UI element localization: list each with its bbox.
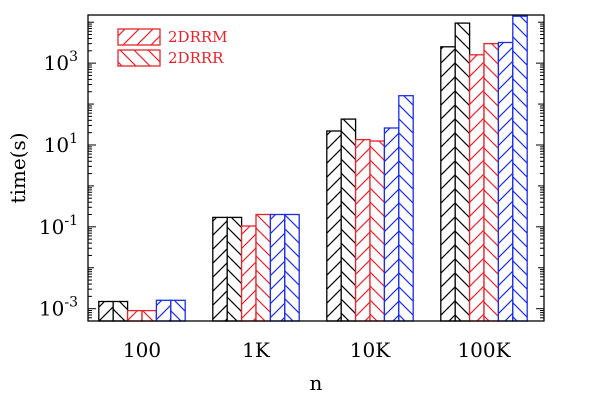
bar <box>497 41 514 322</box>
bar <box>240 225 257 322</box>
bar <box>226 216 243 322</box>
x-axis-label: n <box>310 371 323 395</box>
x-axis: 100 1K 10K 100K <box>123 338 512 362</box>
bar <box>212 216 228 322</box>
y-tick-label: 10-3 <box>39 295 78 321</box>
x-tick-label: 1K <box>242 338 271 362</box>
legend-label: 2DRRM <box>168 28 228 46</box>
bar <box>468 54 485 322</box>
bar <box>369 140 386 322</box>
bar <box>284 213 300 322</box>
bar <box>112 300 129 322</box>
bar <box>326 130 342 322</box>
x-tick-label: 100K <box>457 338 511 362</box>
legend: 2DRRM 2DRRR <box>117 28 228 67</box>
bar <box>126 309 143 322</box>
bar <box>155 299 172 322</box>
bar <box>141 309 158 322</box>
legend-swatch <box>117 28 161 46</box>
y-tick-label: 10-1 <box>39 213 78 239</box>
legend-label: 2DRRR <box>168 49 224 67</box>
y-axis: 10-3 10-1 101 103 <box>39 21 544 322</box>
bar <box>269 213 286 322</box>
bar <box>483 42 500 322</box>
bar <box>98 300 114 322</box>
bar <box>255 213 272 322</box>
bars-layer <box>98 15 528 322</box>
bar <box>512 15 528 322</box>
plot-frame <box>87 14 545 322</box>
bar <box>454 22 471 322</box>
legend-swatch <box>117 49 161 67</box>
bar <box>170 299 186 322</box>
bar <box>440 46 456 322</box>
bar <box>340 118 357 322</box>
y-tick-label: 101 <box>44 131 78 157</box>
y-axis-label: time(s) <box>6 132 30 203</box>
x-tick-label: 10K <box>350 338 391 362</box>
bar <box>398 95 414 322</box>
y-tick-label: 103 <box>44 49 78 75</box>
x-tick-label: 100 <box>123 338 161 362</box>
bar <box>383 127 400 322</box>
bar <box>354 138 371 322</box>
